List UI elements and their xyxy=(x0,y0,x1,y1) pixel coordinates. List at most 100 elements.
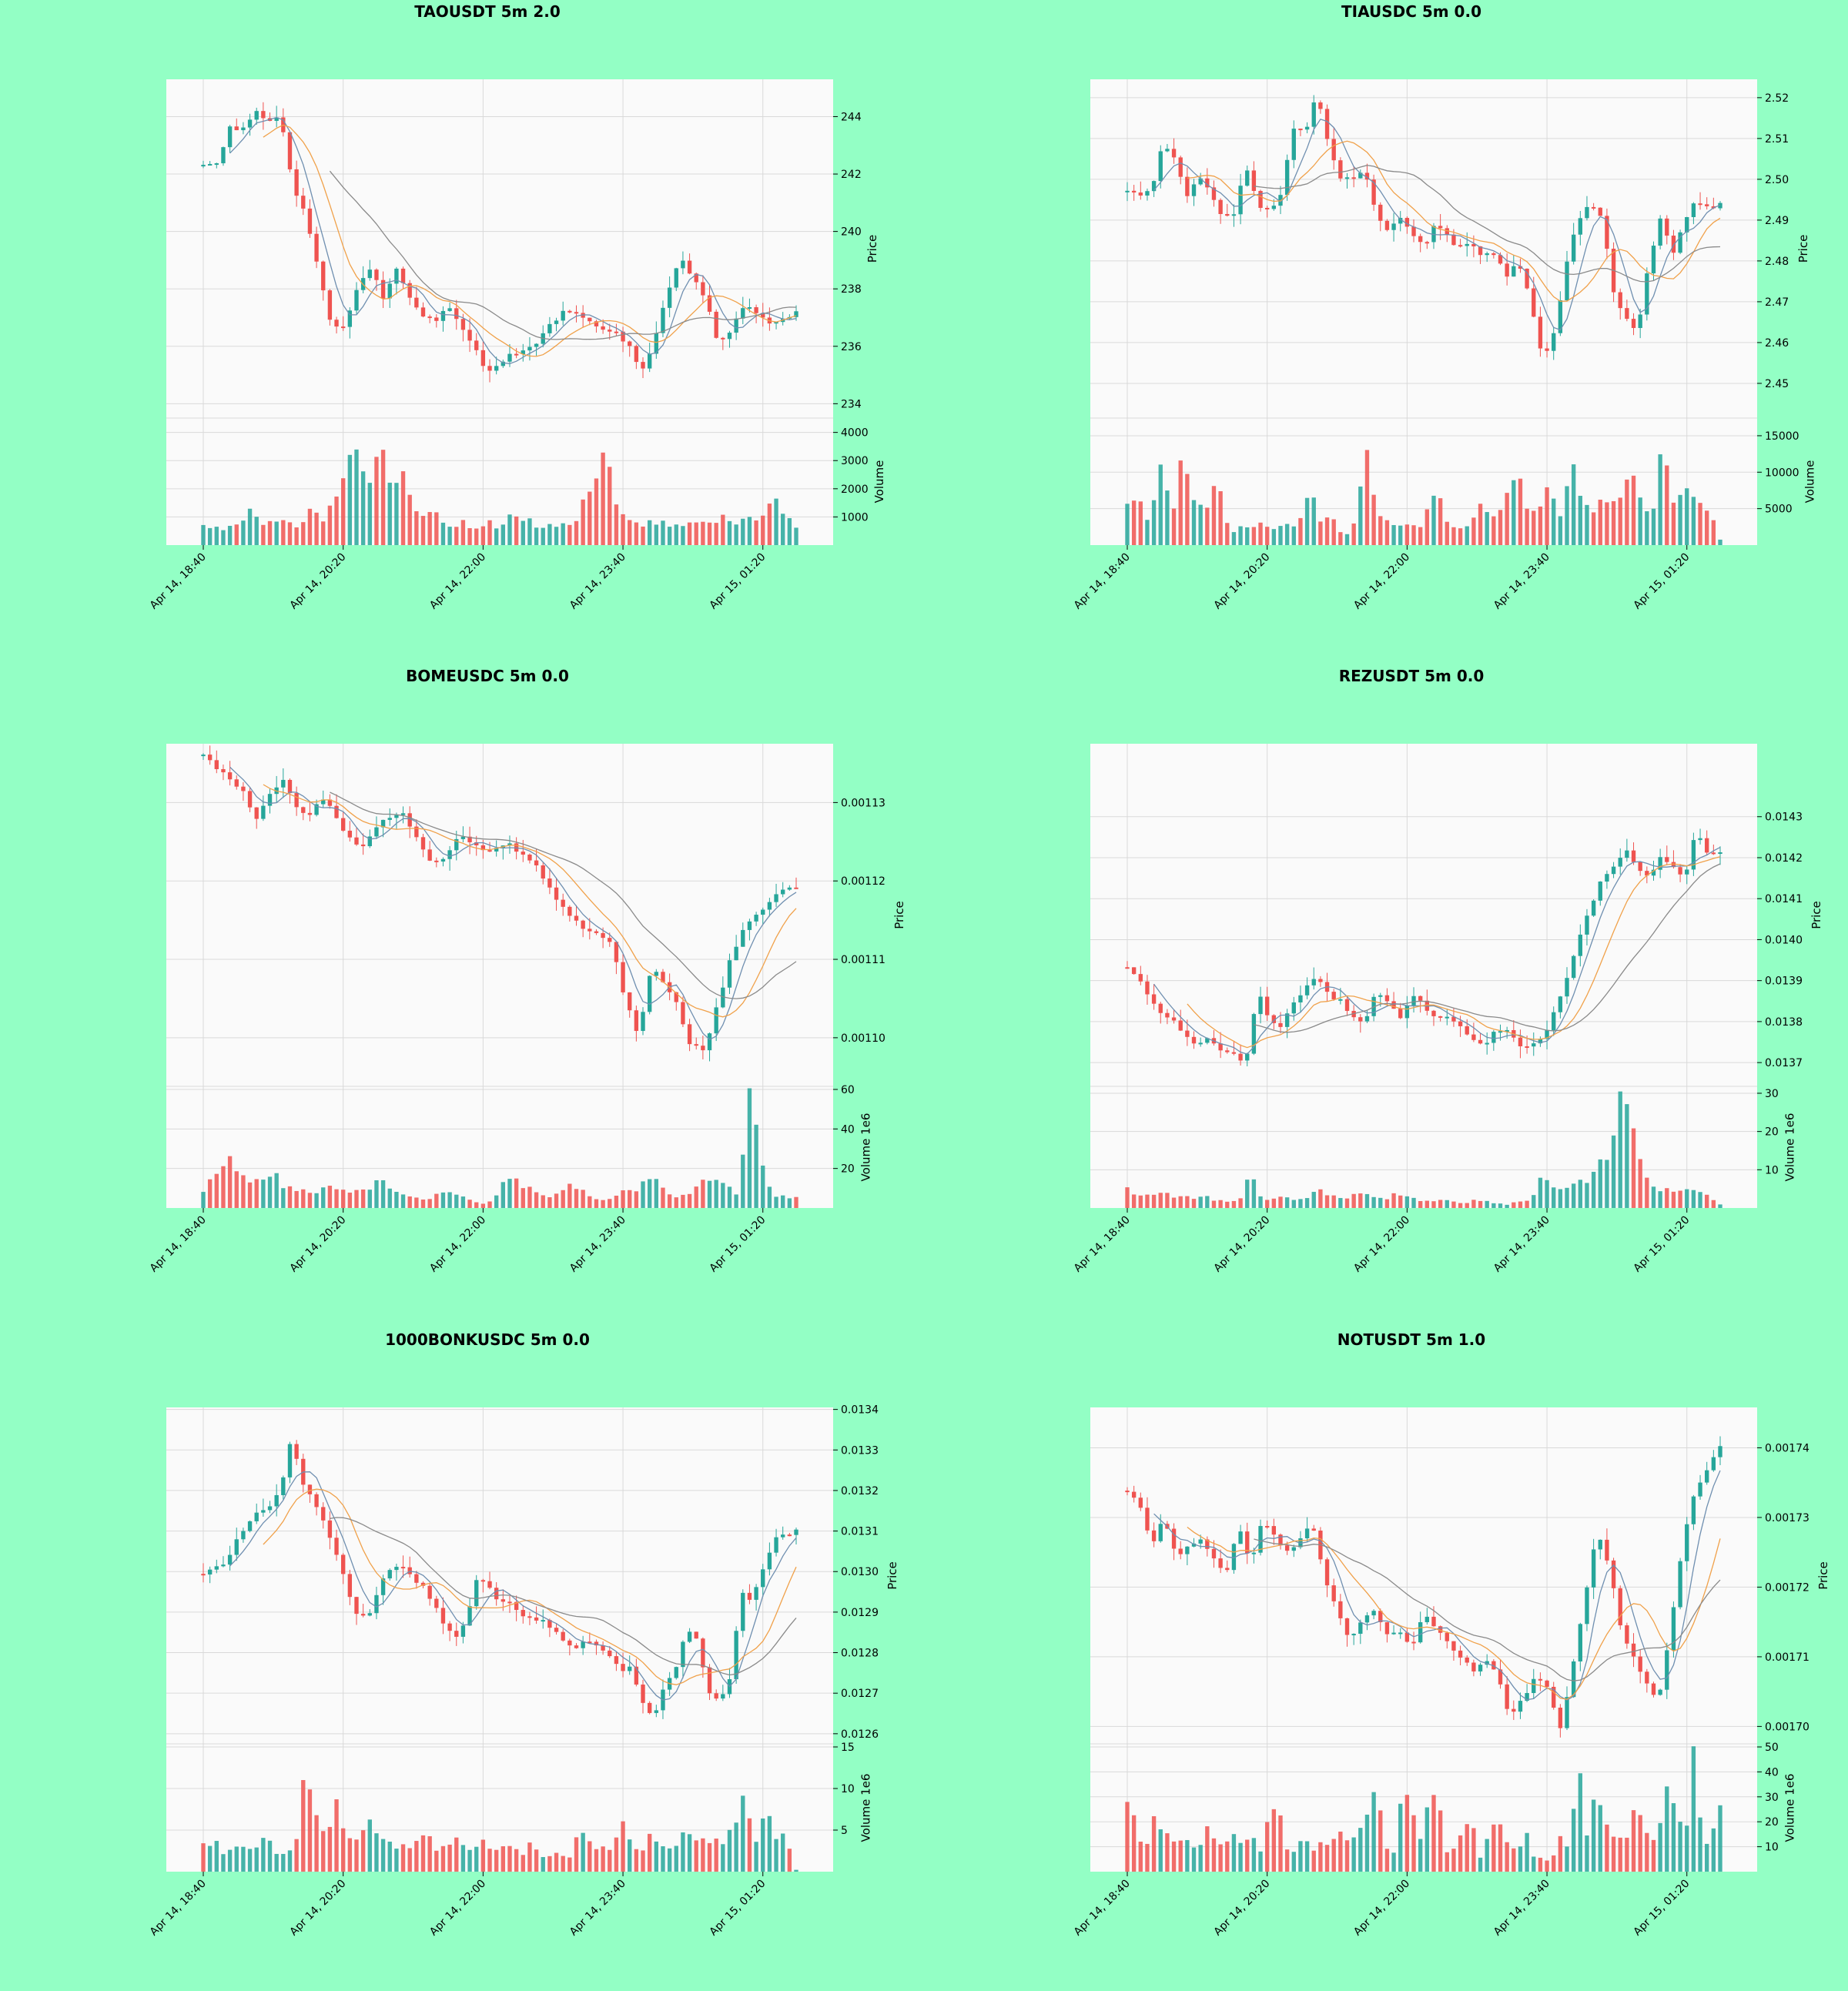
volume-bar xyxy=(327,505,333,545)
candle-body xyxy=(694,1631,698,1639)
volume-bar xyxy=(1512,1848,1516,1872)
candle-body xyxy=(1265,207,1270,209)
candle-body xyxy=(387,1570,392,1579)
volume-bar xyxy=(621,514,625,545)
volume-bar xyxy=(608,1849,612,1872)
candle-body xyxy=(541,1620,545,1622)
y-tick-label: 2.50 xyxy=(1765,174,1789,186)
volume-bar xyxy=(480,1203,486,1208)
volume-bar xyxy=(1158,1193,1163,1208)
volume-bar xyxy=(1431,1201,1436,1208)
candle-body xyxy=(207,755,213,761)
volume-bar xyxy=(201,524,206,545)
volume-bar xyxy=(1378,1197,1383,1208)
candle-body xyxy=(347,310,353,327)
volume-bar xyxy=(1265,1200,1270,1208)
volume-bar xyxy=(1578,1773,1582,1872)
candle-body xyxy=(480,1580,486,1582)
candle-body xyxy=(1545,348,1549,351)
candle-body xyxy=(1378,204,1383,221)
volume-bar xyxy=(761,1818,765,1872)
volume-bar xyxy=(781,1195,785,1208)
candle-body xyxy=(601,326,605,330)
volume-bar xyxy=(374,1180,379,1208)
candle-body xyxy=(601,932,605,939)
candle-body xyxy=(247,119,253,128)
moving-average-5 xyxy=(1153,847,1721,1055)
candle-body xyxy=(440,1608,446,1624)
candle-body xyxy=(380,1578,386,1595)
volume-bar xyxy=(1665,1188,1669,1208)
candle-body xyxy=(374,269,379,280)
x-tick-label: Apr 15, 01:20 xyxy=(708,1878,768,1939)
candle-body xyxy=(674,1667,678,1678)
volume-bar xyxy=(301,522,306,545)
moving-average-10 xyxy=(1187,1526,1721,1700)
volume-bar xyxy=(1438,498,1443,545)
volume-bar xyxy=(380,1839,386,1872)
candle-body xyxy=(1398,218,1403,224)
volume-bar xyxy=(360,1830,366,1872)
volume-bar xyxy=(1324,1195,1330,1208)
volume-bar xyxy=(1218,491,1223,545)
candle-body xyxy=(454,308,459,320)
volume-bar xyxy=(1565,486,1569,545)
candle-body xyxy=(1611,866,1616,875)
candle-body xyxy=(774,322,778,324)
candle-body xyxy=(274,1494,279,1507)
volume-bar xyxy=(567,1183,572,1208)
volume-bar xyxy=(1138,501,1143,545)
volume-tick-label: 20 xyxy=(841,1163,855,1176)
volume-bar xyxy=(667,1194,672,1208)
candle-body xyxy=(454,1631,459,1637)
volume-bar xyxy=(1245,1180,1250,1208)
candle-body xyxy=(447,1623,452,1631)
volume-bar xyxy=(387,1188,392,1208)
volume-tick-label: 30 xyxy=(1765,1088,1779,1100)
volume-bar xyxy=(1404,524,1410,545)
chart-4: 1000BONKUSDC 5m 0.0 Apr 14, 18:40 Apr 14, … xyxy=(148,1330,899,1939)
candle-body xyxy=(407,283,412,298)
volume-bar xyxy=(527,1186,532,1208)
volume-bar xyxy=(514,516,519,545)
candle-body xyxy=(1512,266,1516,277)
volume-bar xyxy=(621,1821,625,1872)
candle-body xyxy=(1404,218,1410,227)
candle-body xyxy=(621,1664,625,1671)
volume-bar xyxy=(1512,480,1516,545)
candle-body xyxy=(321,261,326,291)
candle-body xyxy=(1145,191,1150,196)
chart-3: REZUSDT 5m 0.0 Apr 14, 18:40 Apr 14, 20:20… xyxy=(1072,667,1823,1275)
volume-bar xyxy=(1525,508,1529,545)
volume-bar xyxy=(621,1190,625,1208)
candle-body xyxy=(541,865,545,879)
candle-body xyxy=(281,1477,286,1495)
candle-body xyxy=(374,1594,379,1614)
volume-bar xyxy=(474,1846,479,1872)
volume-bar xyxy=(234,1171,239,1208)
candle-body xyxy=(314,804,319,815)
candle-body xyxy=(1251,1014,1257,1054)
candle-body xyxy=(741,929,745,947)
volume-bar xyxy=(1331,1839,1336,1872)
volume-bar xyxy=(1711,1828,1716,1872)
candle-body xyxy=(1138,974,1143,982)
volume-bar xyxy=(1291,1200,1296,1208)
volume-bar xyxy=(594,1849,599,1872)
volume-bar xyxy=(761,1165,765,1208)
candle-body xyxy=(1358,1622,1363,1635)
volume-bar xyxy=(307,1193,313,1208)
volume-bar xyxy=(327,1186,333,1208)
moving-average-20 xyxy=(330,1517,797,1676)
x-tick-label: Apr 14, 22:00 xyxy=(427,1878,488,1939)
candle-body xyxy=(1665,218,1669,236)
candle-body xyxy=(1251,170,1257,191)
y-tick-label: 2.46 xyxy=(1765,337,1789,350)
candle-body xyxy=(434,1598,439,1608)
x-tick-label: Apr 14, 18:40 xyxy=(1072,1214,1133,1275)
candle-body xyxy=(1178,1548,1183,1554)
candle-body xyxy=(1718,1446,1722,1457)
y-tick-label: 2.45 xyxy=(1765,378,1789,390)
volume-bar xyxy=(681,1832,685,1872)
volume-bar xyxy=(267,520,273,545)
